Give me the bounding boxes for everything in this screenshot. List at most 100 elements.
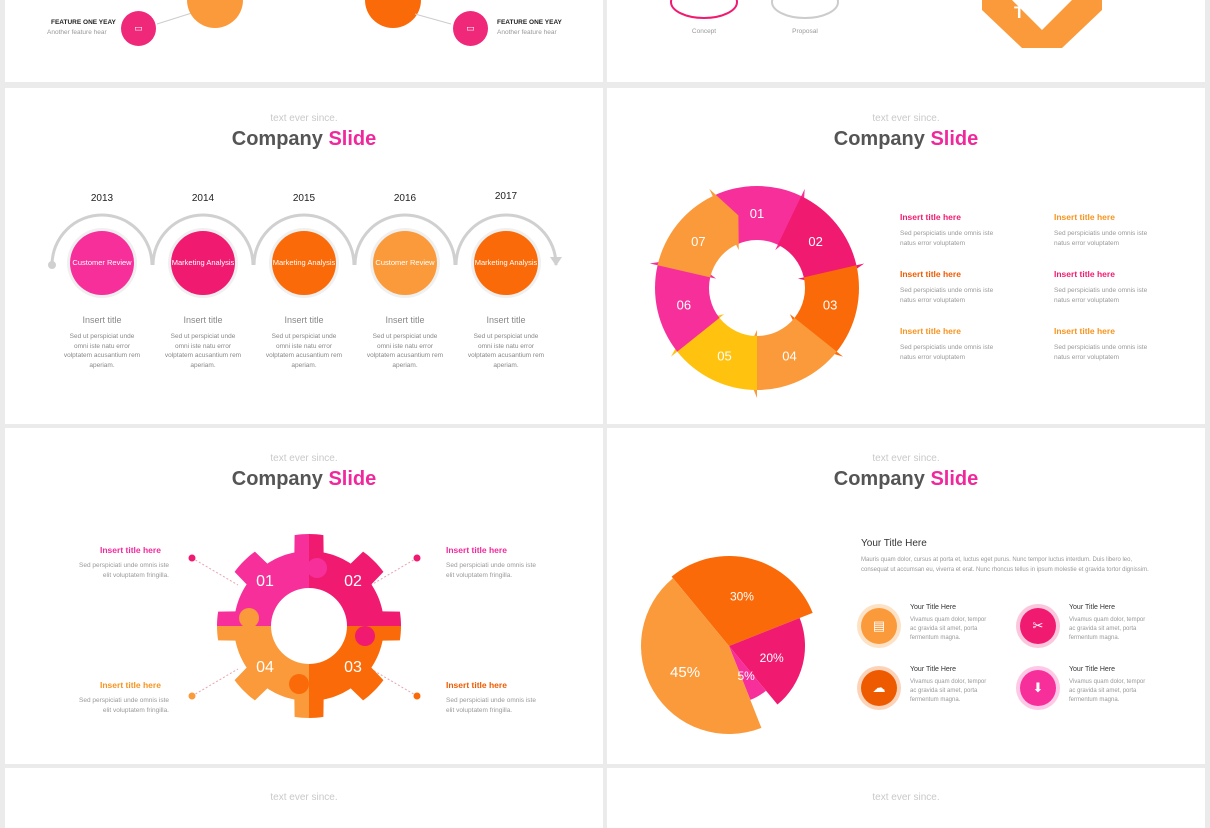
gear-knob	[239, 608, 259, 628]
title-main: Company	[231, 468, 323, 490]
pie-slice	[641, 578, 762, 734]
slide-bottom-partial-left: text ever since.	[5, 768, 603, 828]
gear-entry-title: Insert title here	[446, 680, 507, 690]
slide-features-partial: FEATURE ONE YEAY Another feature hear ▭ …	[5, 0, 603, 82]
cycle-segment	[657, 188, 739, 278]
feature-title: Your Title Here	[1069, 666, 1116, 673]
slide-pie: text ever since. Company Slide 30% 20% 5% 4…	[607, 428, 1205, 764]
gear-segment	[309, 534, 401, 626]
slide-supertitle: text ever since.	[270, 453, 338, 464]
feature-connectors	[156, 0, 452, 28]
timeline-circle: Marketing Analysis	[474, 231, 538, 295]
slide-cycle: text ever since. Company Slide 01 02 03 04 0…	[607, 88, 1205, 424]
pie-chart: 30% 20% 5% 45%	[641, 556, 813, 734]
gear-part-left	[187, 0, 243, 28]
cycle-segment	[742, 317, 837, 398]
cycle-segment-label: 07	[691, 234, 705, 249]
gear-dot	[413, 554, 421, 562]
timeline-circle: Marketing Analysis	[272, 231, 336, 295]
cycle-segment-label: 04	[782, 349, 796, 364]
pie-heading: Your Title Here	[861, 538, 927, 549]
timeline-year: 2016	[393, 193, 417, 204]
timeline-year: 2017	[494, 191, 518, 202]
cycle-diagram: 01 02 03 04 05 06 07	[649, 186, 865, 398]
timeline-year: 2013	[90, 193, 114, 204]
pie-paragraph: Mauris quam dolor, cursus at porta et, l…	[861, 557, 1149, 573]
gear-segment	[309, 626, 401, 718]
slide-supertitle: text ever since.	[872, 453, 940, 464]
calendar-icon: ▭	[121, 11, 156, 46]
timeline-item-desc: Sed ut perspiciat unde omni iste natu er…	[467, 333, 545, 369]
slide-supertitle: text ever since.	[270, 113, 338, 124]
slide-supertitle: text ever since.	[872, 113, 940, 124]
timeline-item-title: Insert title	[385, 315, 425, 325]
gear-segment-label: 01	[256, 573, 274, 590]
chat-icon: ☁	[861, 670, 897, 706]
cycle-entry-desc: Sed perspiciatis unde omnis iste natus e…	[900, 230, 994, 247]
gear-entry-desc: Sed perspiciati unde omnis iste elit vol…	[79, 697, 169, 714]
gear-dot	[188, 692, 196, 700]
timeline-item-title: Insert title	[82, 315, 122, 325]
cycle-entry-desc: Sed perspiciatis unde omnis iste natus e…	[1054, 287, 1148, 304]
gear-entry-desc: Sed perspiciati unde omnis iste elit vol…	[446, 697, 536, 714]
feature-left-sub: Another feature hear	[47, 29, 107, 36]
process-graphic: T	[670, 0, 1102, 48]
feature-desc: Vivamus quam dolor, tempor ac gravida si…	[1069, 617, 1146, 641]
gear-entry-title: Insert title here	[100, 680, 161, 690]
cycle-entry-desc: Sed perspiciatis unde omnis iste natus e…	[900, 344, 994, 361]
timeline-item-title: Insert title	[183, 315, 223, 325]
cycle-segment	[649, 257, 720, 352]
feature-right-title: FEATURE ONE YEAY	[497, 19, 562, 26]
cycle-segment-label: 02	[808, 234, 822, 249]
timeline-year: 2015	[292, 193, 316, 204]
title-accent: Slide	[930, 128, 979, 150]
cycle-entry-title: Insert title here	[900, 212, 961, 222]
cycle-entry-desc: Sed perspiciatis unde omnis iste natus e…	[1054, 344, 1148, 361]
cycle-segment	[777, 196, 865, 286]
gear-dot	[188, 554, 196, 562]
gear-diagram: 01 02 03 04	[188, 534, 421, 718]
title-main: Company	[231, 128, 323, 150]
cycle-entry-desc: Sed perspiciatis unde omnis iste natus e…	[900, 287, 994, 304]
timeline-start-dot	[48, 261, 56, 269]
gear-knob	[307, 558, 327, 578]
gear-knob	[289, 674, 309, 694]
gear-segment	[217, 534, 309, 626]
gear-knob	[355, 626, 375, 646]
timeline-circle: Customer Review	[373, 231, 437, 295]
slide-title: Company Slide	[5, 128, 603, 151]
proposal-label: Proposal	[792, 28, 818, 35]
timeline-item-title: Insert title	[486, 315, 526, 325]
pie-slice-label: 45%	[670, 664, 700, 681]
title-accent: Slide	[328, 128, 377, 150]
cycle-segment-label: 06	[677, 298, 691, 313]
pie-slice	[729, 618, 805, 705]
pie-slice	[671, 556, 813, 646]
concept-ring	[670, 0, 738, 19]
concept-label: Concept	[691, 28, 717, 35]
cycle-entry-title: Insert title here	[1054, 269, 1115, 279]
timeline-item-title: Insert title	[284, 315, 324, 325]
timeline-circle: Marketing Analysis	[171, 231, 235, 295]
gear-segment	[217, 626, 309, 718]
pie-slice	[729, 646, 766, 700]
pie-slice-label: 5%	[737, 669, 755, 683]
gear-entry-title: Insert title here	[446, 545, 507, 555]
cycle-entry-desc: Sed perspiciatis unde omnis iste natus e…	[1054, 230, 1148, 247]
timeline-arrowhead	[550, 257, 562, 266]
calendar-icon: ▭	[453, 11, 488, 46]
badge-letter: T	[1014, 3, 1025, 22]
cycle-entry-title: Insert title here	[1054, 212, 1115, 222]
slide-supertitle: text ever since.	[872, 792, 940, 803]
feature-right-sub: Another feature hear	[497, 29, 557, 36]
feature-desc: Vivamus quam dolor, tempor ac gravida si…	[910, 617, 987, 641]
slide-timeline: text ever since. Company Slide 2013 2014…	[5, 88, 603, 424]
gear-entry-desc: Sed perspiciati unde omnis iste elit vol…	[79, 562, 169, 579]
title-main: Company	[833, 468, 925, 490]
gear-entry-title: Insert title here	[100, 545, 161, 555]
cycle-entry-title: Insert title here	[900, 269, 961, 279]
slide-title: Company Slide	[607, 468, 1205, 491]
slide-title: Company Slide	[5, 468, 603, 491]
feature-title: Your Title Here	[910, 604, 957, 611]
title-main: Company	[833, 128, 925, 150]
